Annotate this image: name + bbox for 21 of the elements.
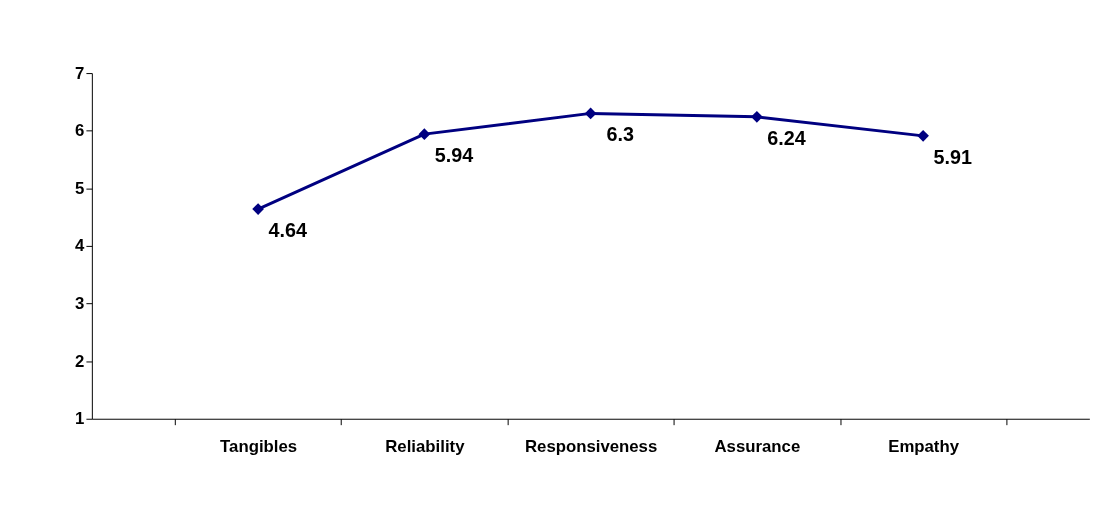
x-tick-label: Assurance <box>714 436 801 456</box>
y-tick-label: 2 <box>75 351 85 371</box>
point <box>751 111 763 123</box>
y-tick-label: 7 <box>75 63 85 83</box>
data-label: 4.64 <box>268 218 307 241</box>
data-label: 6.3 <box>606 123 634 146</box>
y-tick-label: 4 <box>75 236 86 256</box>
y-tick-label: 3 <box>75 293 85 313</box>
y-tick-label: 6 <box>75 121 85 141</box>
point <box>584 107 597 120</box>
x-tick-label: Responsiveness <box>524 436 658 456</box>
point <box>917 130 929 142</box>
data-label: 6.24 <box>767 126 806 149</box>
x-tick-label: Tangibles <box>220 436 298 456</box>
x-tick-label: Reliability <box>385 436 466 456</box>
y-tick-label: 5 <box>75 178 85 198</box>
data-label: 5.91 <box>933 145 972 168</box>
point <box>418 128 431 140</box>
x-tick-label: Empathy <box>888 436 960 456</box>
y-tick-label: 1 <box>75 409 85 429</box>
data-label: 5.94 <box>434 143 474 166</box>
